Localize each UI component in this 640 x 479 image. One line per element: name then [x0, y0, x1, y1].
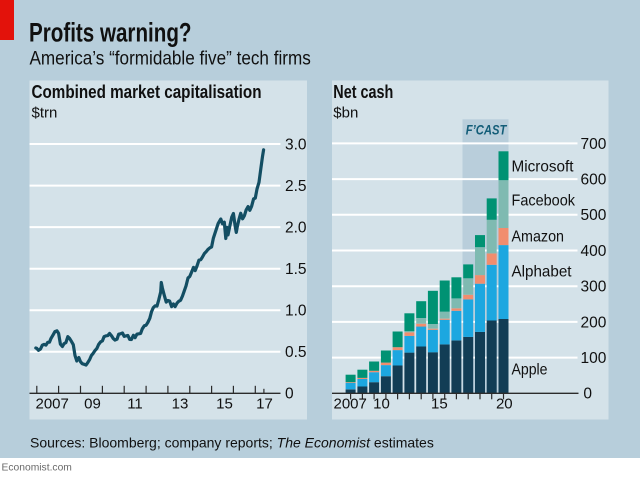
svg-text:600: 600 — [581, 172, 607, 189]
svg-text:2.5: 2.5 — [285, 178, 307, 195]
svg-text:Sources: Bloomberg; company re: Sources: Bloomberg; company reports; The… — [30, 435, 434, 451]
svg-text:Profits warning?: Profits warning? — [29, 17, 192, 47]
svg-text:20: 20 — [496, 396, 513, 413]
svg-text:Economist.com: Economist.com — [2, 463, 72, 474]
svg-text:F’CAST: F’CAST — [466, 123, 508, 138]
svg-text:300: 300 — [581, 279, 607, 296]
svg-text:America’s “formidable five” te: America’s “formidable five” tech firms — [30, 47, 312, 69]
svg-text:$trn: $trn — [32, 105, 58, 122]
svg-text:400: 400 — [581, 243, 607, 260]
svg-text:2007: 2007 — [334, 396, 367, 413]
svg-text:Amazon: Amazon — [512, 229, 565, 246]
svg-text:15: 15 — [216, 396, 233, 413]
svg-text:0.5: 0.5 — [285, 344, 307, 361]
svg-text:3.0: 3.0 — [285, 136, 307, 153]
svg-text:11: 11 — [127, 396, 143, 413]
svg-text:0: 0 — [285, 386, 294, 403]
svg-text:17: 17 — [256, 396, 273, 413]
svg-text:2007: 2007 — [36, 396, 69, 413]
svg-text:Apple: Apple — [512, 362, 548, 379]
svg-text:$bn: $bn — [333, 105, 358, 122]
svg-text:Facebook: Facebook — [512, 193, 576, 210]
svg-text:15: 15 — [431, 396, 448, 413]
svg-text:0: 0 — [583, 386, 592, 403]
svg-text:1.0: 1.0 — [285, 303, 307, 320]
svg-text:2.0: 2.0 — [285, 220, 307, 237]
svg-text:09: 09 — [84, 396, 101, 413]
svg-text:1.5: 1.5 — [285, 261, 307, 278]
svg-text:Alphabet: Alphabet — [512, 264, 573, 281]
svg-text:Combined market capitalisation: Combined market capitalisation — [32, 82, 262, 102]
svg-text:Net cash: Net cash — [333, 82, 393, 102]
svg-text:10: 10 — [373, 396, 390, 413]
svg-text:500: 500 — [581, 207, 607, 224]
svg-text:100: 100 — [581, 350, 607, 367]
svg-text:13: 13 — [172, 396, 189, 413]
svg-text:Microsoft: Microsoft — [512, 159, 575, 176]
svg-text:200: 200 — [581, 314, 607, 331]
svg-text:700: 700 — [581, 136, 607, 153]
